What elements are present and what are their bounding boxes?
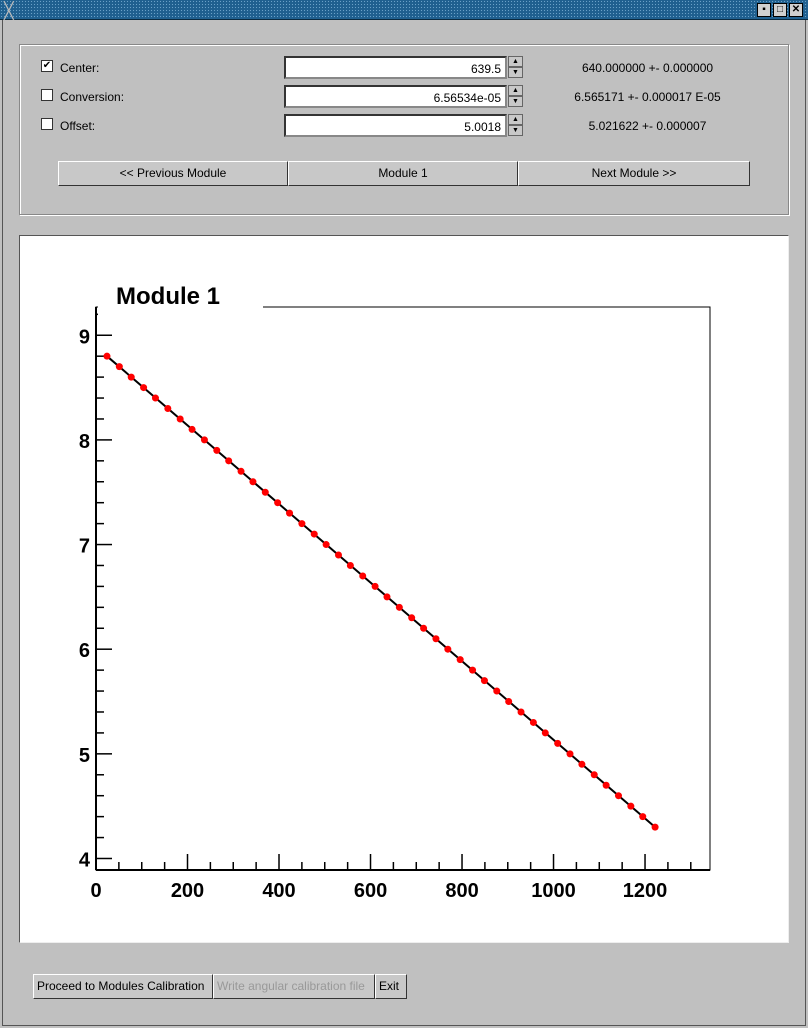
data-point — [651, 823, 659, 831]
down-arrow-icon[interactable]: ▼ — [508, 125, 523, 136]
data-point — [140, 384, 148, 392]
data-point — [346, 561, 354, 569]
conversion-spinner[interactable]: ▲ ▼ — [508, 85, 523, 108]
data-point — [469, 666, 477, 674]
data-point — [444, 645, 452, 653]
data-point — [200, 436, 208, 444]
plot-frame — [95, 306, 711, 871]
y-tick-label: 9 — [79, 326, 90, 348]
data-point — [541, 729, 549, 737]
data-point — [286, 509, 294, 517]
center-label: Center: — [60, 61, 100, 75]
data-point — [517, 708, 525, 716]
data-point — [456, 656, 464, 664]
up-arrow-icon[interactable]: ▲ — [508, 85, 523, 96]
window-frame — [2, 20, 806, 1026]
data-point — [151, 394, 159, 402]
y-tick-label: 7 — [79, 536, 90, 558]
data-point — [627, 802, 635, 810]
x-tick-label: 800 — [445, 880, 478, 902]
data-point — [408, 614, 416, 622]
offset-input[interactable]: 5.0018 — [284, 114, 507, 137]
center-spinner[interactable]: ▲ ▼ — [508, 56, 523, 79]
maximize-icon[interactable]: □ — [773, 3, 787, 17]
title-bar[interactable]: ╳ ▪ □ ✕ — [0, 0, 808, 20]
data-point — [237, 467, 245, 475]
data-point — [322, 541, 330, 549]
x-logo-icon: ╳ — [4, 3, 14, 20]
center-input[interactable]: 639.5 — [284, 56, 507, 79]
up-arrow-icon[interactable]: ▲ — [508, 56, 523, 67]
fit-line — [106, 355, 656, 828]
offset-checkbox[interactable] — [41, 118, 53, 130]
data-point — [298, 520, 306, 528]
data-point — [578, 760, 586, 768]
previous-module-button[interactable]: << Previous Module — [58, 161, 288, 186]
center-checkbox[interactable]: ✔ — [41, 60, 53, 72]
minimize-icon[interactable]: ▪ — [757, 3, 771, 17]
down-arrow-icon[interactable]: ▼ — [508, 96, 523, 107]
conversion-label: Conversion: — [60, 90, 125, 104]
data-point — [274, 499, 282, 507]
write-calibration-file-button[interactable]: Write angular calibration file — [213, 974, 375, 999]
data-point — [249, 478, 257, 486]
data-point — [432, 635, 440, 643]
x-tick-label: 1200 — [623, 880, 668, 902]
conversion-result: 6.565171 +- 0.000017 E-05 — [574, 90, 721, 104]
data-point — [310, 530, 318, 538]
proceed-calibration-button[interactable]: Proceed to Modules Calibration — [33, 974, 213, 999]
data-point — [334, 551, 342, 559]
data-point — [176, 415, 184, 423]
data-point — [566, 750, 574, 758]
calibration-plot: 0 200 400 600 800 1000 1200 4 5 6 7 8 9 Module 1 — [79, 283, 711, 902]
y-tick-label: 6 — [79, 640, 90, 662]
data-point — [614, 792, 622, 800]
data-point — [493, 687, 501, 695]
data-point — [359, 572, 367, 580]
data-point — [420, 624, 428, 632]
offset-label: Offset: — [60, 119, 96, 133]
x-tick-label: 1000 — [531, 880, 576, 902]
conversion-checkbox[interactable] — [41, 89, 53, 101]
data-point — [590, 771, 598, 779]
y-tick-label: 4 — [79, 849, 91, 871]
data-point — [261, 488, 269, 496]
data-point — [554, 739, 562, 747]
data-point — [164, 405, 172, 413]
data-point — [188, 425, 196, 433]
offset-result: 5.021622 +- 0.000007 — [588, 119, 707, 133]
offset-spinner[interactable]: ▲ ▼ — [508, 114, 523, 137]
data-point — [225, 457, 233, 465]
data-point — [480, 677, 488, 685]
title-box — [98, 287, 263, 327]
x-tick-label: 0 — [90, 880, 101, 902]
data-point — [371, 582, 379, 590]
parameters-group — [19, 44, 789, 215]
data-point — [103, 352, 111, 360]
plot-title: Module 1 — [116, 283, 220, 310]
up-arrow-icon[interactable]: ▲ — [508, 114, 523, 125]
data-point — [639, 813, 647, 821]
conversion-input[interactable]: 6.56534e-05 — [284, 85, 507, 108]
y-tick-label: 5 — [79, 745, 90, 767]
x-tick-label: 400 — [262, 880, 295, 902]
plot-canvas[interactable]: 0 200 400 600 800 1000 1200 4 5 6 7 8 9 Module 1 — [19, 235, 789, 943]
exit-button[interactable]: Exit — [375, 974, 407, 999]
data-point — [529, 718, 537, 726]
data-point — [602, 781, 610, 789]
x-tick-label: 600 — [354, 880, 387, 902]
data-point — [505, 698, 513, 706]
data-point — [383, 593, 391, 601]
next-module-button[interactable]: Next Module >> — [518, 161, 750, 186]
current-module-button[interactable]: Module 1 — [288, 161, 518, 186]
close-icon[interactable]: ✕ — [789, 3, 803, 17]
y-tick-label: 8 — [79, 431, 90, 453]
data-point — [395, 603, 403, 611]
down-arrow-icon[interactable]: ▼ — [508, 67, 523, 78]
data-point — [115, 363, 123, 371]
center-result: 640.000000 +- 0.000000 — [581, 61, 714, 75]
data-point — [127, 373, 135, 381]
x-tick-label: 200 — [171, 880, 204, 902]
data-point — [213, 446, 221, 454]
